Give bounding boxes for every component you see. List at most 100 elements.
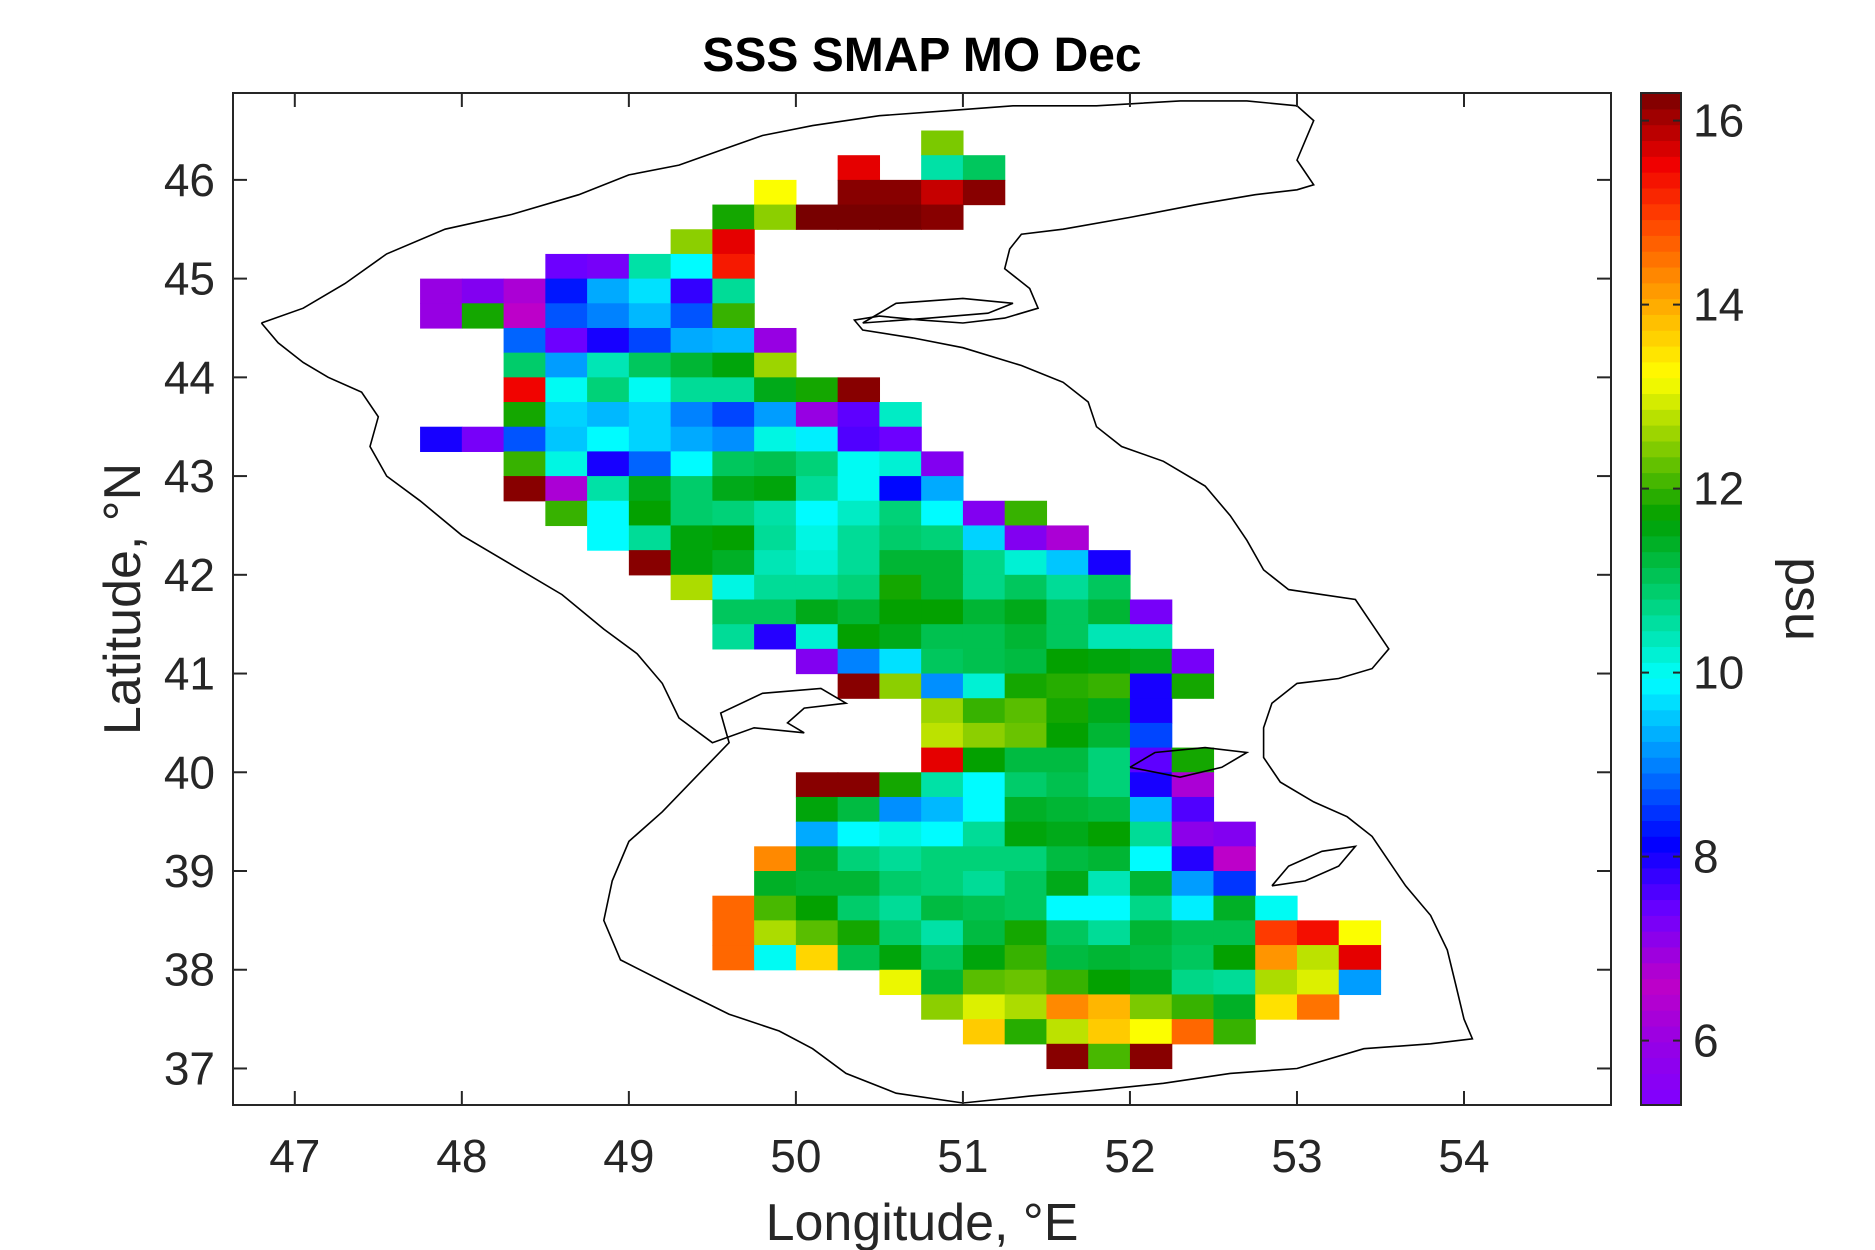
heatmap-cell: [879, 426, 922, 452]
coastline-path: [862, 297, 1014, 324]
heatmap-cell: [1004, 796, 1048, 823]
heatmap-cell: [587, 402, 630, 428]
heatmap-cell: [545, 377, 588, 403]
heatmap-cell: [503, 451, 546, 477]
colorbar-segment: [1641, 725, 1681, 742]
heatmap-cell: [1255, 920, 1298, 946]
heatmap-cell: [587, 525, 630, 551]
heatmap-cell: [670, 426, 713, 452]
heatmap-cell: [1171, 673, 1215, 699]
heatmap-cell: [879, 648, 922, 675]
heatmap-cell: [962, 574, 1006, 601]
heatmap-cell: [1129, 920, 1173, 946]
colorbar-segment: [1641, 994, 1681, 1011]
colorbar-segment: [1641, 772, 1681, 790]
heatmap-cell: [1088, 747, 1131, 773]
heatmap-cell: [921, 796, 964, 823]
colorbar-segment: [1641, 488, 1681, 505]
colorbar-segment: [1641, 709, 1681, 727]
heatmap-cell: [879, 624, 922, 650]
heatmap-cell: [962, 895, 1006, 921]
colorbar-segment: [1641, 393, 1681, 410]
heatmap-cell: [879, 525, 922, 551]
heatmap-cell: [1004, 969, 1048, 996]
heatmap-cell: [503, 327, 546, 354]
heatmap-cell: [1129, 1019, 1173, 1045]
y-tick-label: 42: [164, 549, 215, 601]
y-tick-label: 43: [164, 450, 215, 502]
heatmap-cell: [1046, 624, 1089, 650]
heatmap-cell: [712, 402, 755, 428]
heatmap-cell: [837, 500, 881, 527]
colorbar-segment: [1641, 883, 1681, 901]
heatmap-cell: [670, 451, 713, 477]
heatmap-cell: [1171, 648, 1215, 675]
colorbar-segment: [1641, 346, 1681, 363]
heatmap-cell: [503, 278, 546, 304]
heatmap-cell: [1046, 525, 1089, 551]
heatmap-cell: [795, 796, 839, 823]
heatmap-cell: [670, 500, 713, 527]
heatmap-cell: [1046, 722, 1089, 749]
heatmap-cell: [795, 574, 839, 601]
heatmap-cell: [962, 821, 1006, 847]
heatmap-cell: [962, 969, 1006, 996]
heatmap-cell: [1129, 1043, 1173, 1070]
plot-frame: [232, 92, 1612, 1106]
heatmap-cell: [1004, 895, 1048, 921]
heatmap-cell: [1171, 871, 1215, 897]
heatmap-cell: [837, 648, 881, 675]
y-tick-label: 45: [164, 253, 215, 305]
heatmap-cell: [670, 402, 713, 428]
heatmap-cell: [712, 377, 755, 403]
heatmap-cell: [1296, 994, 1340, 1020]
heatmap-cell: [1171, 895, 1215, 921]
heatmap-cell: [545, 253, 588, 280]
heatmap-cell: [1171, 1019, 1215, 1045]
heatmap-cell: [1046, 550, 1089, 576]
heatmap-cell: [795, 500, 839, 527]
heatmap-cell: [795, 525, 839, 551]
heatmap-cell: [545, 402, 588, 428]
heatmap-cell: [628, 451, 672, 477]
heatmap-cell: [1213, 1019, 1256, 1045]
heatmap-cell: [1171, 821, 1215, 847]
colorbar-segment: [1641, 614, 1681, 632]
heatmap-cell: [1171, 846, 1215, 872]
heatmap-cell: [1088, 1019, 1131, 1045]
heatmap-cell: [587, 426, 630, 452]
colorbar-segment: [1641, 1057, 1681, 1074]
heatmap-cell: [1004, 624, 1048, 650]
heatmap-cell: [712, 426, 755, 452]
colorbar-segment: [1641, 124, 1681, 142]
heatmap-cell: [587, 451, 630, 477]
heatmap-cell: [503, 377, 546, 403]
heatmap-cell: [461, 278, 505, 304]
heatmap-cell: [1088, 846, 1131, 872]
y-tick-label: 39: [164, 845, 215, 897]
x-tick-label: 50: [770, 1130, 821, 1182]
heatmap-cell: [628, 426, 672, 452]
heatmap-cell: [545, 303, 588, 329]
heatmap-cell: [712, 500, 755, 527]
heatmap-cell: [587, 476, 630, 502]
heatmap-cell: [962, 796, 1006, 823]
heatmap-cell: [712, 574, 755, 601]
colorbar-segment: [1641, 425, 1681, 442]
heatmap-cell: [962, 747, 1006, 773]
colorbar-segment: [1641, 456, 1681, 474]
x-tick-label: 53: [1271, 1130, 1322, 1182]
heatmap-cell: [1296, 969, 1340, 996]
heatmap-cell: [628, 525, 672, 551]
heatmap-cell: [1213, 821, 1256, 847]
heatmap-cell: [712, 550, 755, 576]
heatmap-cell: [587, 500, 630, 527]
heatmap-cell: [795, 204, 839, 230]
heatmap-cell: [754, 327, 797, 354]
heatmap-cell: [837, 451, 881, 477]
heatmap-cell: [921, 130, 964, 156]
heatmap-cell: [1171, 920, 1215, 946]
heatmap-cell: [420, 278, 463, 304]
heatmap-cell: [1046, 747, 1089, 773]
heatmap-cell: [962, 599, 1006, 625]
